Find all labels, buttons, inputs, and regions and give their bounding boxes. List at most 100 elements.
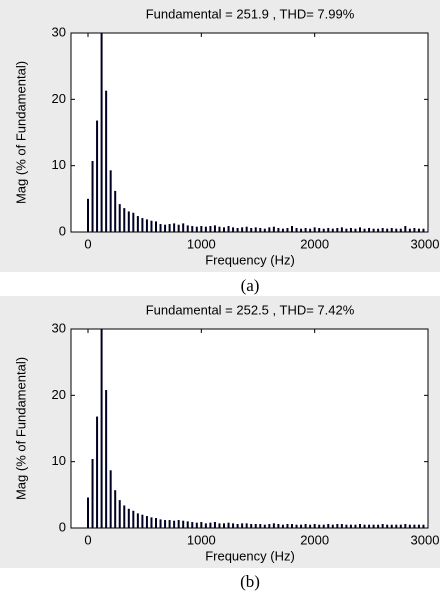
x-axis-label: Frequency (Hz) xyxy=(205,548,295,563)
bar xyxy=(354,228,357,232)
bar xyxy=(372,228,375,232)
y-tick-label: 30 xyxy=(52,24,66,39)
bar xyxy=(272,226,275,232)
bar xyxy=(318,228,321,232)
bar xyxy=(173,520,176,528)
bar xyxy=(281,524,284,528)
bar xyxy=(390,524,393,528)
bar xyxy=(291,226,293,232)
bar xyxy=(250,228,253,232)
bar xyxy=(173,223,176,232)
y-tick-label: 30 xyxy=(52,320,66,335)
y-tick-label: 20 xyxy=(52,387,66,402)
bar xyxy=(168,520,171,528)
caption: (a) xyxy=(241,276,260,295)
bar xyxy=(295,524,298,528)
bar xyxy=(259,524,262,528)
bar xyxy=(145,219,148,232)
bar xyxy=(109,170,112,232)
bar xyxy=(340,227,343,232)
bar xyxy=(404,524,407,528)
x-tick-label: 1000 xyxy=(187,236,216,251)
bar xyxy=(105,390,108,528)
bar xyxy=(227,226,230,232)
bar xyxy=(223,227,225,232)
x-tick-label: 2000 xyxy=(300,236,329,251)
axes-box xyxy=(70,328,429,529)
y-axis-label: Mag (% of Fundamental) xyxy=(13,357,28,500)
bar xyxy=(345,524,348,528)
bar xyxy=(395,228,398,232)
bar xyxy=(87,497,89,528)
bar xyxy=(177,224,180,232)
bar xyxy=(404,226,407,232)
bar xyxy=(114,190,117,232)
bar xyxy=(191,226,194,232)
bar xyxy=(408,228,411,232)
bar xyxy=(363,524,366,528)
bar xyxy=(327,228,330,232)
bar xyxy=(209,226,212,232)
bar xyxy=(241,523,244,528)
bar xyxy=(136,216,139,232)
bar xyxy=(304,228,307,232)
bar xyxy=(408,524,411,528)
x-tick-label: 2000 xyxy=(300,532,329,547)
bar xyxy=(96,120,99,232)
bar xyxy=(236,524,239,528)
bar xyxy=(263,228,266,232)
bar xyxy=(354,524,357,528)
bar xyxy=(345,228,348,232)
bar xyxy=(268,227,271,232)
x-tick-label: 0 xyxy=(84,532,91,547)
bar xyxy=(132,510,135,528)
bar xyxy=(413,228,416,232)
x-tick-label: 3000 xyxy=(411,236,440,251)
bar xyxy=(377,228,380,232)
bar xyxy=(327,524,330,528)
bar xyxy=(191,522,194,528)
bar xyxy=(300,228,303,232)
bar xyxy=(218,523,221,528)
y-tick-label: 0 xyxy=(59,223,66,238)
bar xyxy=(263,524,266,528)
bar xyxy=(386,524,389,528)
chart-title: Fundamental = 251.9 , THD= 7.99% xyxy=(146,6,355,21)
bar xyxy=(286,228,289,232)
bar xyxy=(368,228,371,232)
bar xyxy=(336,228,339,232)
bar xyxy=(386,228,389,232)
bar xyxy=(132,212,135,232)
bar xyxy=(223,523,225,528)
bar xyxy=(417,524,420,528)
bar xyxy=(349,524,352,528)
bar xyxy=(186,225,189,232)
bar xyxy=(204,523,207,528)
bar xyxy=(277,228,280,232)
x-tick-label: 1000 xyxy=(187,532,216,547)
bar xyxy=(127,211,130,232)
caption: (b) xyxy=(240,572,260,591)
bar xyxy=(141,514,144,528)
bar xyxy=(164,520,167,528)
bar xyxy=(250,524,253,528)
bar xyxy=(286,524,289,528)
bar xyxy=(363,228,366,232)
bar xyxy=(91,459,94,528)
bar xyxy=(182,223,185,232)
bars xyxy=(87,329,425,528)
bar xyxy=(309,524,312,528)
bar xyxy=(277,524,280,528)
bar xyxy=(141,218,144,232)
bar xyxy=(331,228,334,232)
bar xyxy=(336,524,339,528)
bar xyxy=(100,33,103,232)
bar xyxy=(159,519,162,528)
x-tick-label: 3000 xyxy=(411,532,440,547)
bar xyxy=(145,516,148,528)
y-tick-label: 0 xyxy=(59,519,66,534)
bar xyxy=(168,224,171,232)
bar xyxy=(291,524,293,528)
bar xyxy=(123,505,126,528)
bar xyxy=(422,524,425,528)
